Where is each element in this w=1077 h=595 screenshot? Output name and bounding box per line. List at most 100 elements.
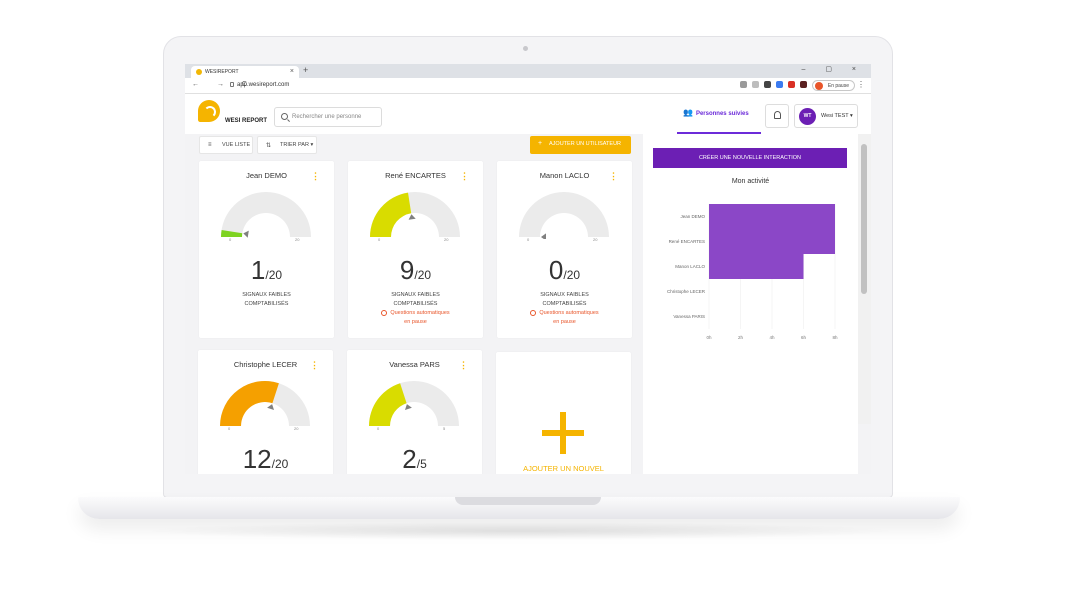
tab-personnes-suivies[interactable]: 👥 Personnes suivies [683, 108, 749, 117]
extension-blue-icon[interactable] [776, 81, 783, 88]
fx-icon[interactable] [764, 81, 771, 88]
active-tab-indicator [677, 132, 761, 134]
score-value: 1 [250, 255, 266, 285]
paused-line-1: Questions automatiques [539, 310, 599, 316]
avatar: WT [799, 108, 816, 125]
browser-menu-icon[interactable]: ⋮ [857, 80, 865, 89]
address-bar: ← → C app.wesireport.com En pause ⋮ [185, 78, 871, 94]
url-field[interactable]: app.wesireport.com [237, 82, 290, 88]
search-input[interactable]: Rechercher une personne [274, 107, 382, 127]
notifications-button[interactable] [765, 104, 789, 128]
gauge-min-label: 0 [228, 426, 231, 431]
score-value: 12 [242, 444, 272, 474]
browser-tab[interactable]: WESIREPORT × [191, 66, 299, 78]
sort-button[interactable]: ⇅ TRIER PAR ▾ [257, 136, 317, 154]
signal-line-2: COMPTABILISÉS [244, 301, 289, 307]
person-card[interactable]: Christophe LECER ⋮ 0 20 12/20 [198, 350, 333, 474]
add-person-card[interactable]: AJOUTER UN NOUVEL [496, 352, 631, 474]
score-separator: / [265, 268, 269, 282]
signal-caption: SIGNAUX FAIBLES COMPTABILISÉS [199, 291, 334, 309]
person-card[interactable]: Vanessa PARS ⋮ 0 5 2/5 [347, 350, 482, 474]
gauge-needle [541, 233, 546, 239]
x-tick-label: 0h [706, 335, 712, 340]
tab-close-icon[interactable]: × [289, 68, 294, 75]
extension-dark-icon[interactable] [800, 81, 807, 88]
window-controls[interactable]: – ▢ × [801, 66, 865, 73]
gauge-fill [370, 192, 412, 237]
tab-title: WESIREPORT [205, 69, 239, 75]
gauge [370, 192, 460, 237]
x-tick-label: 8h [832, 335, 838, 340]
scrollbar[interactable] [858, 134, 871, 424]
paused-notice[interactable]: Questions automatiques en pause [348, 309, 483, 327]
extension-red-icon[interactable] [788, 81, 795, 88]
signal-caption: SIGNAUX FAIBLES COMPTABILISÉS [497, 291, 632, 309]
gauge-track [221, 192, 311, 237]
gauge-needle [405, 404, 412, 410]
key-icon[interactable] [740, 81, 747, 88]
create-interaction-button[interactable]: CRÉER UNE NOUVELLE INTERACTION [653, 148, 847, 168]
favicon-icon [196, 69, 202, 75]
app-header: WESI REPORT Rechercher une personne 👥 Per… [185, 94, 871, 134]
new-tab-button[interactable]: + [303, 65, 309, 75]
paused-line-1: Questions automatiques [390, 310, 450, 316]
user-menu[interactable]: WT Wesi TEST ▾ [794, 104, 858, 128]
card-menu-icon[interactable]: ⋮ [310, 360, 319, 370]
gauge-max-label: 20 [295, 237, 300, 242]
bell-icon [774, 111, 781, 119]
card-menu-icon[interactable]: ⋮ [459, 360, 468, 370]
gauge-fill [369, 383, 407, 426]
gauge [221, 192, 311, 238]
scroll-thumb[interactable] [861, 144, 867, 294]
person-card[interactable]: Manon LACLO ⋮ 0 20 0/20 SIGNAUX FAIBLES C… [497, 161, 632, 338]
score-max: 20 [274, 457, 289, 471]
gauge [519, 192, 609, 239]
screen: WESIREPORT × + – ▢ × ← → C app.wesirepor… [185, 64, 871, 474]
add-user-button[interactable]: + AJOUTER UN UTILISATEUR [530, 136, 631, 154]
score-value: 9 [399, 255, 415, 285]
gauge-min-label: 0 [229, 237, 232, 242]
profile-pause-pill[interactable]: En pause [811, 80, 855, 91]
card-menu-icon[interactable]: ⋮ [609, 171, 618, 181]
add-card-label: AJOUTER UN NOUVEL [523, 464, 604, 473]
score: 9/20 [348, 255, 483, 286]
gauge-max-label: 20 [593, 237, 598, 242]
paused-line-2: en pause [553, 319, 576, 325]
star-icon[interactable] [752, 81, 759, 88]
nav-buttons[interactable]: ← → C [192, 81, 255, 88]
activity-bar [709, 204, 835, 229]
paused-line-2: en pause [404, 319, 427, 325]
score-value: 2 [402, 444, 417, 474]
score-max: 5 [420, 457, 427, 471]
x-tick-label: 4h [769, 335, 775, 340]
profile-avatar [814, 82, 823, 90]
x-tick-label: 2h [738, 335, 744, 340]
paused-notice[interactable]: Questions automatiques en pause [497, 309, 632, 327]
user-name: Wesi TEST ▾ [821, 113, 853, 119]
score-value: 0 [548, 255, 564, 285]
score: 0/20 [497, 255, 632, 286]
warning-icon [381, 309, 388, 316]
sort-label: TRIER PAR ▾ [280, 142, 314, 148]
score-separator: / [563, 268, 567, 282]
signal-line-2: COMPTABILISÉS [542, 301, 587, 307]
main-content: ≡ VUE LISTE ⇅ TRIER PAR ▾ + AJOUTER UN U… [185, 134, 643, 474]
y-category-label: Christophe LECER [667, 289, 706, 294]
laptop-base [78, 497, 960, 519]
gauge-max-label: 20 [444, 237, 449, 242]
sort-icon: ⇅ [266, 143, 272, 149]
signal-line-1: SIGNAUX FAIBLES [540, 292, 589, 298]
plus-icon [542, 412, 584, 454]
y-category-label: Jean DEMO [680, 214, 705, 219]
webcam-icon [523, 46, 528, 51]
gauge [220, 380, 310, 426]
person-card[interactable]: Jean DEMO ⋮ 0 20 1/20 SIGNAUX FAIBLES COM… [199, 161, 334, 338]
list-view-button[interactable]: ≡ VUE LISTE [199, 136, 253, 154]
person-card[interactable]: René ENCARTES ⋮ 0 20 9/20 SIGNAUX FAIBLE… [348, 161, 483, 338]
people-icon: 👥 [683, 108, 693, 117]
gauge-needle [243, 230, 249, 238]
activity-bar [709, 254, 804, 279]
card-menu-icon[interactable]: ⋮ [460, 171, 469, 181]
laptop-notch [455, 497, 601, 505]
card-menu-icon[interactable]: ⋮ [311, 171, 320, 181]
